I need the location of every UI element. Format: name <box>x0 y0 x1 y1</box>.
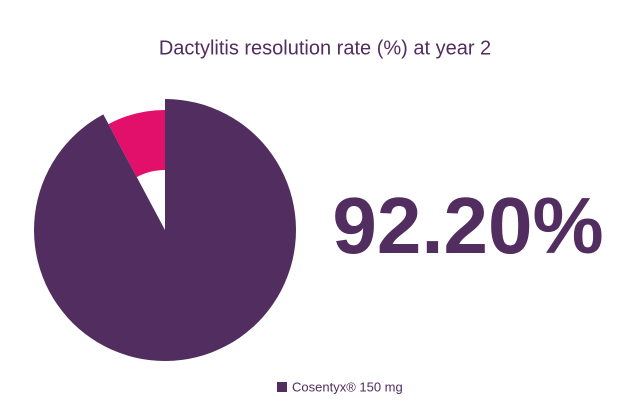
value-label: 92.20% <box>332 181 603 270</box>
legend-label: Cosentyx® 150 mg <box>292 379 403 394</box>
pie-slice <box>33 99 296 361</box>
legend-swatch <box>277 382 287 392</box>
chart-title: Dactylitis resolution rate (%) at year 2 <box>159 37 491 59</box>
pie-slice <box>108 110 165 178</box>
